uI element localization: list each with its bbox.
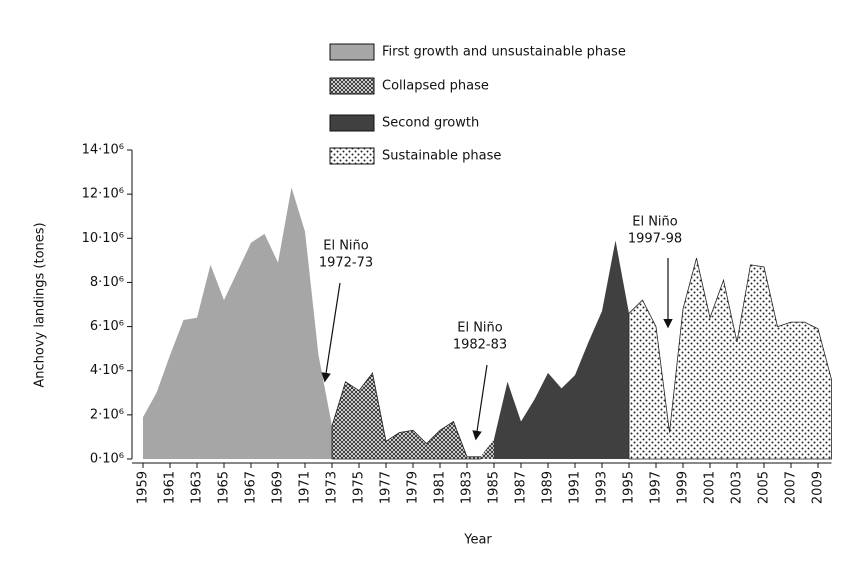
legend-swatch (329, 77, 375, 95)
legend-label: Collapsed phase (382, 79, 489, 94)
x-tick-label: 1959 (136, 471, 151, 504)
annotation: El Niño (323, 239, 369, 254)
x-tick-label: 1973 (325, 471, 340, 504)
area (143, 187, 319, 459)
annotation: El Niño (632, 215, 678, 230)
legend-swatch (329, 43, 375, 61)
x-tick-label: 2007 (784, 471, 799, 504)
x-tick-label: 1975 (352, 471, 367, 504)
x-tick-label: 1981 (433, 471, 448, 504)
annotation: El Niño (457, 321, 503, 336)
y-tick-label: 2·10⁶ (90, 407, 124, 422)
area (331, 371, 481, 460)
x-axis-label: Year (463, 533, 492, 548)
x-tick-label: 1961 (163, 471, 178, 504)
x-tick-label: 2005 (757, 471, 772, 504)
y-tick-label: 8·10⁶ (90, 275, 124, 290)
y-axis-label: Anchovy landings (tones) (33, 222, 48, 387)
x-tick-label: 1983 (460, 471, 475, 504)
y-tick-label: 10·10⁶ (82, 231, 124, 246)
x-tick-label: 1971 (298, 471, 313, 504)
phase-bridge (318, 355, 332, 459)
phase-bridge (615, 240, 629, 459)
x-tick-label: 1985 (487, 471, 502, 504)
annotation: 1972-73 (319, 256, 373, 271)
x-tick-label: 1969 (271, 471, 286, 504)
x-tick-label: 1999 (676, 471, 691, 504)
legend-label: Sustainable phase (382, 149, 501, 164)
x-tick-label: 1993 (595, 471, 610, 504)
y-tick-label: 6·10⁶ (90, 319, 124, 334)
phase-bridge (480, 439, 494, 459)
x-tick-label: 1991 (568, 471, 583, 504)
y-tick-label: 12·10⁶ (82, 187, 124, 202)
legend-label: Second growth (382, 116, 479, 131)
x-tick-label: 2003 (730, 471, 745, 504)
x-tick-label: 1967 (244, 471, 259, 504)
y-tick-label: 14·10⁶ (82, 143, 124, 158)
x-tick-label: 1989 (541, 471, 556, 504)
x-tick-label: 1963 (190, 471, 205, 504)
x-tick-label: 2001 (703, 471, 718, 504)
y-tick-label: 0·10⁶ (90, 452, 124, 467)
legend-swatch (329, 114, 375, 132)
annotation: 1997-98 (628, 232, 682, 247)
x-tick-label: 1997 (649, 471, 664, 504)
x-tick-label: 1977 (379, 471, 394, 504)
x-tick-label: 1965 (217, 471, 232, 504)
annotation-arrow (321, 282, 341, 383)
x-tick-label: 1995 (622, 471, 637, 504)
x-tick-label: 1979 (406, 471, 421, 504)
legend-label: First growth and unsustainable phase (382, 45, 626, 60)
x-tick-label: 1987 (514, 471, 529, 504)
y-tick-label: 4·10⁶ (90, 363, 124, 378)
area (494, 240, 616, 459)
area (628, 258, 832, 460)
annotation-arrow (472, 364, 488, 441)
x-tick-label: 2009 (811, 471, 826, 504)
legend-swatch (329, 147, 375, 165)
annotation: 1982-83 (453, 338, 507, 353)
